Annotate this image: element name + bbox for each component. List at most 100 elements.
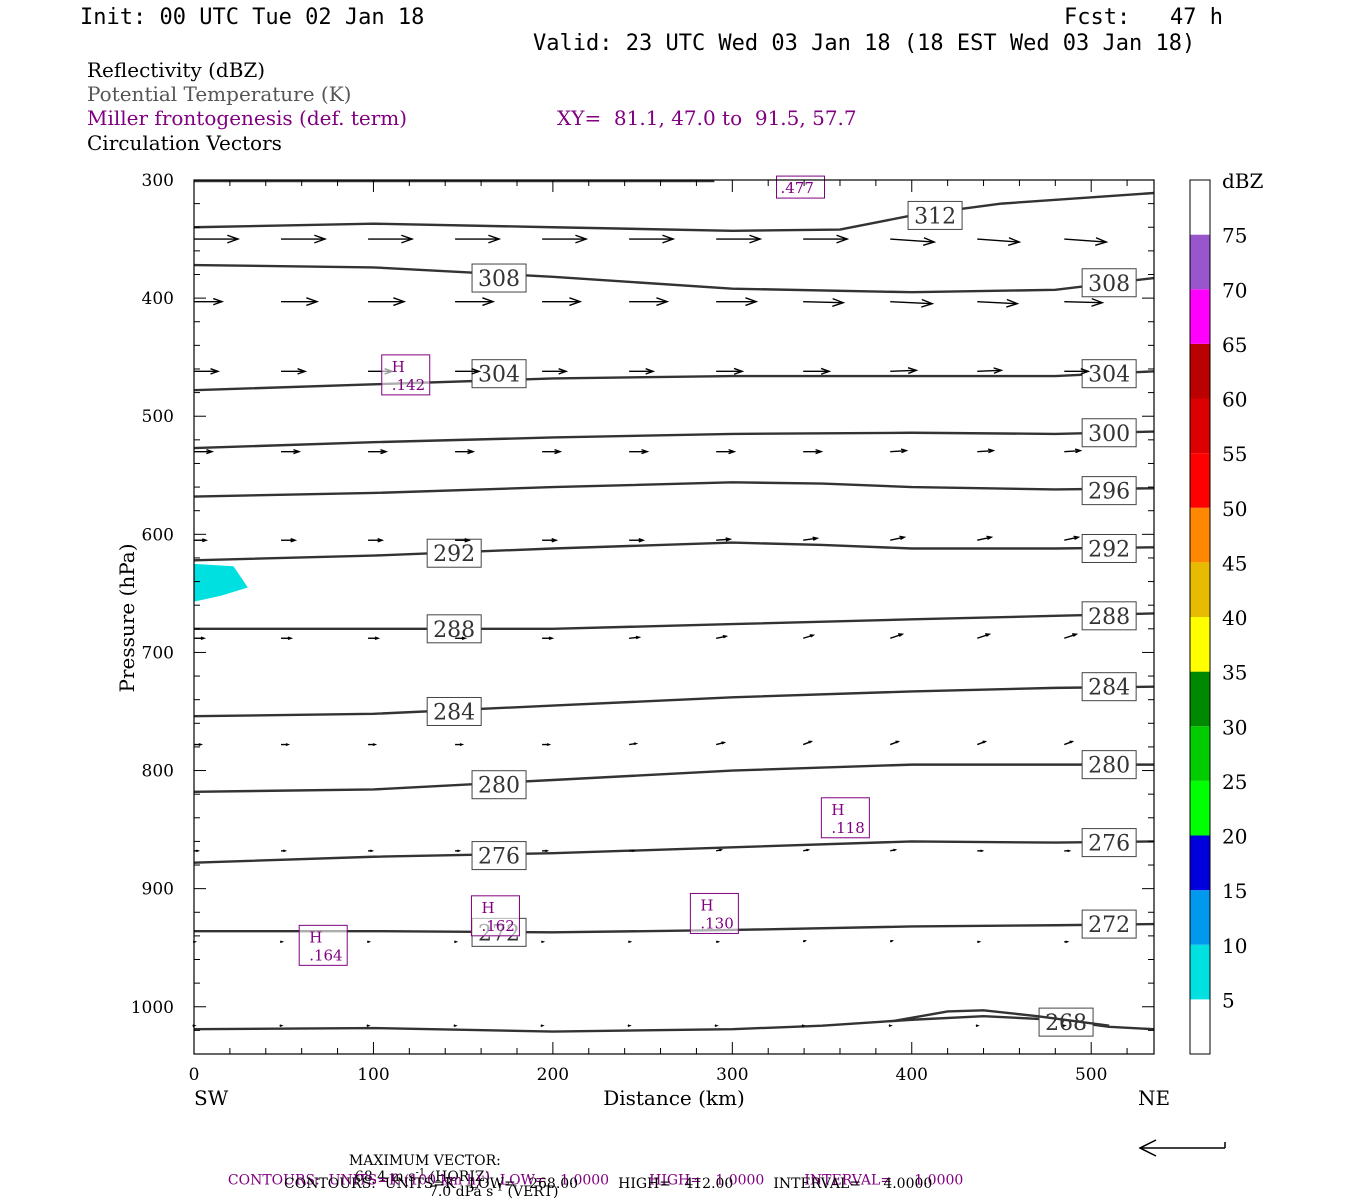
x-axis-left-end-label: SW — [194, 1086, 229, 1110]
x-tick-label-400: 400 — [896, 1065, 928, 1085]
y-tick-label-800: 800 — [142, 762, 174, 782]
circulation-vector-shaft — [1064, 238, 1107, 243]
circulation-vector-head — [488, 234, 502, 244]
circulation-vector — [1064, 448, 1083, 454]
circulation-vector — [455, 234, 502, 244]
max-vector-reference-arrow — [1138, 1139, 1226, 1157]
theta-label-288-0: 288 — [433, 618, 475, 643]
max-vector-line: MAXIMUM VECTOR: 68.4 m s-1 (HORIZ) 7.0 d… — [340, 1140, 559, 1199]
colorbar-level-15: 15 — [1222, 879, 1247, 903]
circulation-vector — [802, 940, 807, 943]
circulation-vector — [542, 234, 589, 244]
circulation-vector — [281, 368, 308, 375]
legend-miller-frontogenesis: Miller frontogenesis (def. term) — [87, 106, 408, 130]
circulation-vector-head — [202, 538, 209, 543]
circulation-vector-head — [899, 535, 907, 541]
circulation-vector — [890, 535, 907, 541]
circulation-vector — [977, 448, 996, 454]
frontogenesis-marker-1: H — [831, 801, 844, 819]
frontogenesis-box-5 — [776, 175, 826, 199]
circulation-vector — [455, 368, 482, 375]
x-axis-right-end-label: NE — [1138, 1086, 1170, 1110]
circulation-vector-head — [569, 297, 583, 307]
colorbar-level-5: 5 — [1222, 988, 1235, 1012]
legend-reflectivity: Reflectivity (dBZ) — [87, 58, 266, 82]
x-tick-label-0: 0 — [189, 1065, 200, 1085]
colorbar-level-50: 50 — [1222, 497, 1247, 521]
y-tick-label-300: 300 — [142, 171, 174, 191]
theta-contour-info: CONTOURS: UNITS=K LOW= 268.00 HIGH= 412.… — [284, 1176, 933, 1192]
circulation-vector — [802, 634, 816, 639]
circulation-vector — [890, 448, 909, 454]
circulation-vector — [368, 636, 381, 641]
circulation-vector — [629, 234, 676, 244]
circulation-vector-head — [980, 849, 985, 853]
circulation-vector — [281, 234, 328, 244]
circulation-vector-head — [210, 368, 221, 375]
colorbar-segment-3 — [1190, 835, 1210, 891]
init-time: Init: 00 UTC Tue 02 Jan 18 — [80, 5, 425, 30]
frontogenesis-contour-info: CONTOURS: UNITS=K (100 km h)-1 LOW= 1.00… — [227, 1171, 964, 1189]
circulation-vector — [977, 237, 1022, 246]
circulation-vector-shaft — [977, 300, 1018, 305]
frontogenesis-value-2: .162 — [481, 917, 514, 935]
circulation-vector — [1064, 535, 1081, 541]
circulation-vector — [977, 367, 1004, 374]
circulation-vector-head — [721, 741, 727, 745]
circulation-vector — [629, 742, 639, 746]
theta-label-box-276-0 — [471, 841, 527, 871]
circulation-vector-head — [1095, 237, 1109, 246]
circulation-vector — [280, 940, 285, 944]
circulation-vector-head — [297, 368, 308, 375]
circulation-vector-head — [195, 849, 201, 853]
circulation-vector-head — [895, 740, 901, 744]
colorbar-level-55: 55 — [1222, 442, 1247, 466]
y-tick-label-700: 700 — [142, 643, 174, 663]
theta-label-box-304-1 — [1081, 359, 1137, 389]
theta-label-304-1: 304 — [1088, 363, 1130, 388]
circulation-vector-head — [279, 1024, 284, 1027]
circulation-vector — [281, 538, 298, 543]
circulation-vector-shaft — [890, 536, 905, 541]
axes-layer: 300 400 500 600 700 800 900 1000 0 100 200 300 400 50… — [131, 171, 1155, 1085]
circulation-vector — [1062, 1024, 1067, 1027]
theta-label-272-1: 272 — [1088, 913, 1130, 938]
colorbar-segment-7 — [1190, 617, 1210, 672]
circulation-vector — [1064, 740, 1075, 746]
theta-label-box-308-1 — [1081, 268, 1137, 298]
colorbar-level-35: 35 — [1222, 661, 1247, 685]
circulation-vector-head — [836, 234, 850, 244]
circulation-vector-shaft — [890, 369, 917, 373]
circulation-vector — [1064, 237, 1109, 246]
colorbar-segment-6 — [1190, 671, 1210, 727]
circulation-vector-shaft — [1064, 449, 1081, 453]
circulation-vector — [716, 848, 724, 852]
theta-label-box-288-1 — [1081, 601, 1137, 631]
theta-label-284-0: 284 — [433, 700, 475, 725]
circulation-vector-head — [645, 368, 656, 375]
circulation-vector — [803, 848, 811, 852]
theta-contour-segment-0 — [893, 1009, 1110, 1027]
circulation-vector — [368, 297, 407, 307]
theta-contour-284 — [193, 685, 1155, 718]
circulation-vector-head — [401, 234, 415, 244]
circulation-vector-head — [280, 940, 285, 944]
colorbar-level-20: 20 — [1222, 825, 1247, 849]
y-tick-label-1000: 1000 — [131, 998, 174, 1018]
circulation-vector-head — [907, 366, 919, 375]
colorbar-level-75: 75 — [1222, 224, 1247, 248]
circulation-vector-head — [633, 742, 639, 746]
circulation-vector-head — [733, 367, 745, 375]
circulation-vector — [803, 448, 824, 455]
circulation-vector-head — [749, 234, 763, 244]
circulation-vector-head — [975, 1024, 980, 1027]
theta-label-312-0: 312 — [914, 204, 956, 229]
circulation-vector-head — [628, 940, 633, 944]
circulation-vector — [628, 940, 633, 944]
circulation-vector — [541, 940, 546, 944]
circulation-vector — [890, 633, 905, 639]
circulation-vector-head — [635, 635, 642, 640]
circulation-vector-head — [719, 848, 724, 852]
theta-label-292-0: 292 — [433, 542, 475, 567]
theta-label-300-0: 300 — [1088, 422, 1130, 447]
